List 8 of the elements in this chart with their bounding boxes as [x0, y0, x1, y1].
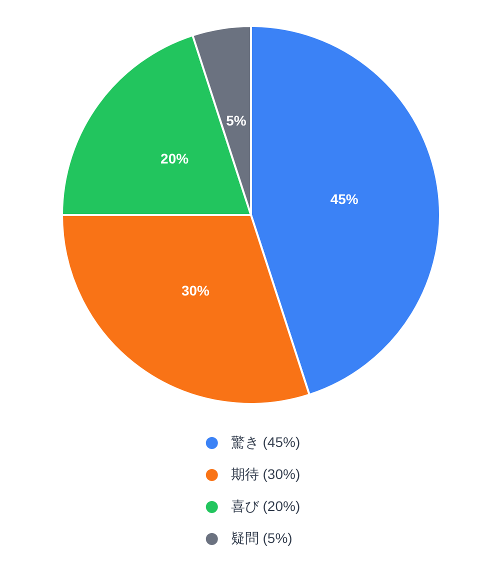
- legend-label: 驚き (45%): [230, 434, 300, 450]
- legend-label: 期待 (30%): [230, 466, 300, 482]
- data-label: 5%: [226, 112, 247, 129]
- data-label: 30%: [181, 282, 210, 298]
- data-label: 45%: [330, 191, 359, 208]
- legend-label: 疑問 (5%): [230, 530, 292, 546]
- data-label: 20%: [160, 150, 190, 166]
- legend-label: 喜び (20%): [230, 498, 300, 514]
